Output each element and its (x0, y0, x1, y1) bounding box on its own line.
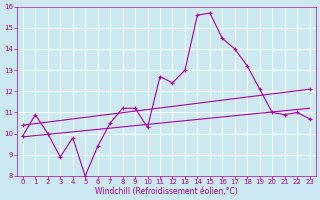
X-axis label: Windchill (Refroidissement éolien,°C): Windchill (Refroidissement éolien,°C) (95, 187, 238, 196)
